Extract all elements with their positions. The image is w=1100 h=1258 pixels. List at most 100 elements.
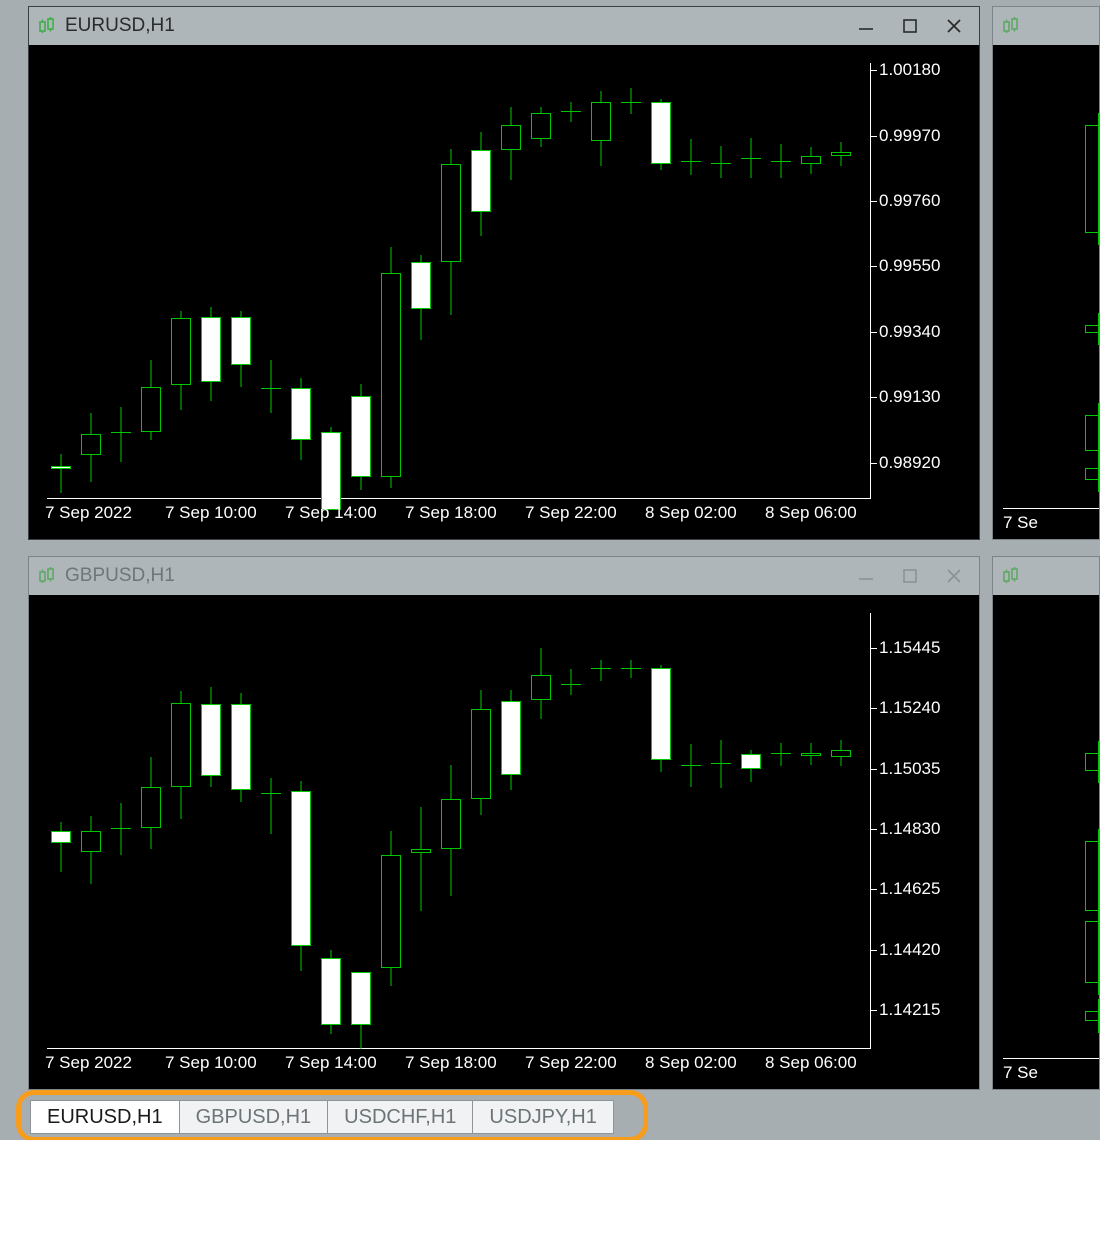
candle (111, 63, 131, 499)
candle (621, 63, 641, 499)
candle (111, 613, 131, 1049)
tabs-list: EURUSD,H1GBPUSD,H1USDCHF,H1USDJPY,H1 (30, 1100, 614, 1134)
y-axis: 1.001800.999700.997600.995500.993400.991… (879, 63, 969, 499)
candle (801, 613, 821, 1049)
y-tick-label: 1.15240 (879, 698, 940, 718)
candle (681, 63, 701, 499)
workspace: EURUSD,H1 (0, 0, 1100, 1098)
candlestick-icon (37, 566, 57, 586)
candle (231, 613, 251, 1049)
y-tick-label: 0.99130 (879, 387, 940, 407)
minimize-button[interactable] (855, 15, 877, 37)
candle (81, 63, 101, 499)
candle (771, 613, 791, 1049)
candle (531, 613, 551, 1049)
x-tick-label: 7 Sep 2022 (45, 503, 132, 523)
chart-titlebar[interactable]: EURUSD,H1 (29, 7, 979, 45)
x-tick-label: 7 Sep 18:00 (405, 503, 497, 523)
candle (501, 613, 521, 1049)
candle (321, 613, 341, 1049)
x-tick-label: 7 Sep 10:00 (165, 1053, 257, 1073)
chart-window-partial[interactable]: 7 Se (992, 6, 1100, 540)
chart-window[interactable]: EURUSD,H1 (28, 6, 980, 540)
chart-window[interactable]: GBPUSD,H1 (28, 556, 980, 1090)
candle (561, 613, 581, 1049)
x-axis: 7 Sep 2022 7 Sep 10:00 7 Sep 14:00 7 Sep 18… (47, 1053, 871, 1077)
candlestick-icon (37, 16, 57, 36)
candle (1085, 325, 1099, 333)
candle (51, 613, 71, 1049)
candlestick-icon (1001, 16, 1021, 36)
x-tick-label: 7 Sep 2022 (45, 1053, 132, 1073)
close-button[interactable] (943, 15, 965, 37)
minimize-button[interactable] (855, 565, 877, 587)
candlestick-icon (1001, 566, 1021, 586)
x-tick-label: 8 Sep 02:00 (645, 1053, 737, 1073)
candle (561, 63, 581, 499)
tabs-strip: EURUSD,H1GBPUSD,H1USDCHF,H1USDJPY,H1 (0, 1096, 1100, 1142)
x-tick-label: 8 Sep 06:00 (765, 1053, 857, 1073)
tab-usdchfh1[interactable]: USDCHF,H1 (328, 1100, 473, 1134)
x-tick-label: 7 Se (1003, 513, 1038, 533)
chart-plot[interactable] (1003, 63, 1099, 509)
x-tick-label: 8 Sep 02:00 (645, 503, 737, 523)
candle (141, 63, 161, 499)
y-tick-label: 1.15035 (879, 759, 940, 779)
candle (1085, 921, 1099, 983)
candle (651, 63, 671, 499)
candle (531, 63, 551, 499)
candle (201, 613, 221, 1049)
candle (291, 613, 311, 1049)
candle (1085, 753, 1099, 771)
candle (741, 63, 761, 499)
chart-plot[interactable] (1003, 613, 1099, 1059)
candle (171, 63, 191, 499)
chart-plot[interactable] (47, 63, 871, 499)
x-tick-label: 7 Se (1003, 1063, 1038, 1083)
y-tick-label: 0.98920 (879, 453, 940, 473)
chart-area[interactable]: 1.154451.152401.150351.148301.146251.144… (41, 613, 969, 1077)
chart-titlebar[interactable]: GBPUSD,H1 (29, 557, 979, 595)
candle (381, 63, 401, 499)
tab-eurusdh1[interactable]: EURUSD,H1 (30, 1100, 180, 1134)
chart-plot[interactable] (47, 613, 871, 1049)
x-tick-label: 7 Sep 22:00 (525, 1053, 617, 1073)
candle (711, 613, 731, 1049)
candle (411, 63, 431, 499)
close-button[interactable] (943, 565, 965, 587)
y-tick-label: 0.99550 (879, 256, 940, 276)
y-tick-label: 0.99340 (879, 322, 940, 342)
chart-area[interactable]: 1.001800.999700.997600.995500.993400.991… (41, 63, 969, 527)
x-tick-label: 7 Sep 18:00 (405, 1053, 497, 1073)
candle (1085, 415, 1099, 451)
maximize-button[interactable] (899, 15, 921, 37)
x-tick-label: 8 Sep 06:00 (765, 503, 857, 523)
tab-gbpusdh1[interactable]: GBPUSD,H1 (180, 1100, 329, 1134)
x-tick-label: 7 Sep 22:00 (525, 503, 617, 523)
candle (711, 63, 731, 499)
candle (261, 613, 281, 1049)
candle (261, 63, 281, 499)
x-tick-label: 7 Sep 10:00 (165, 503, 257, 523)
candle (81, 613, 101, 1049)
candle (471, 613, 491, 1049)
tab-usdjpyh1[interactable]: USDJPY,H1 (473, 1100, 613, 1134)
candle (201, 63, 221, 499)
maximize-button[interactable] (899, 565, 921, 587)
candle (831, 613, 851, 1049)
candle (51, 63, 71, 499)
candle (801, 63, 821, 499)
chart-titlebar[interactable] (993, 7, 1099, 45)
candle (741, 613, 761, 1049)
chart-titlebar[interactable] (993, 557, 1099, 595)
chart-title: GBPUSD,H1 (65, 565, 847, 587)
candle (831, 63, 851, 499)
y-tick-label: 1.14830 (879, 819, 940, 839)
x-tick-label: 7 Sep 14:00 (285, 1053, 377, 1073)
candle (351, 63, 371, 499)
chart-title: EURUSD,H1 (65, 15, 847, 37)
candle (381, 613, 401, 1049)
candle (1085, 468, 1099, 480)
y-tick-label: 0.99970 (879, 126, 940, 146)
chart-window-partial[interactable]: 7 Se (992, 556, 1100, 1090)
